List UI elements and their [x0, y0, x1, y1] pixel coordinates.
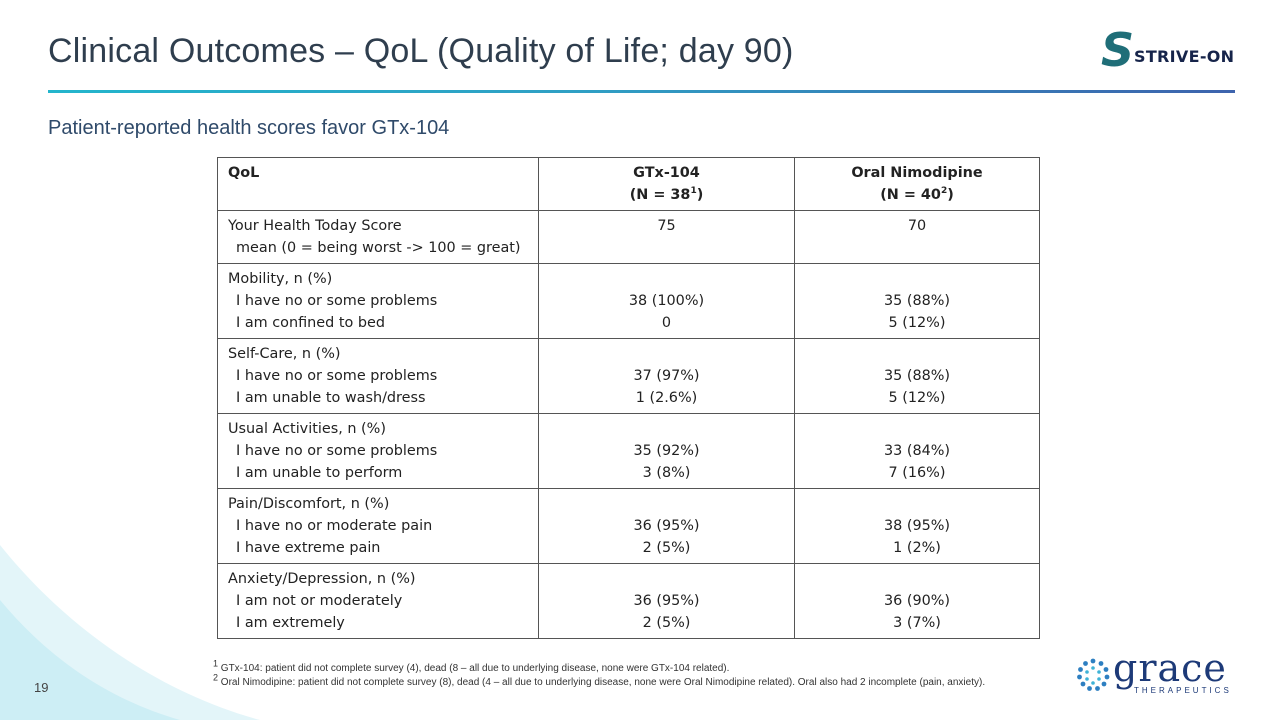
- row-label-cell: Pain/Discomfort, n (%) I have no or mode…: [217, 488, 539, 564]
- row-label-cell: Anxiety/Depression, n (%) I am not or mo…: [217, 563, 539, 639]
- strive-on-logo: S STRIVE-ON: [1101, 23, 1243, 77]
- title-divider: [48, 90, 1235, 93]
- row-label-cell: Self-Care, n (%) I have no or some probl…: [217, 338, 539, 414]
- header-qol: QoL: [217, 157, 539, 211]
- oral-value-cell: 70: [794, 210, 1040, 264]
- gtx-value-cell: 36 (95%) 2 (5%): [538, 488, 795, 564]
- table-row: Self-Care, n (%) I have no or some probl…: [217, 338, 1040, 414]
- oral-value-cell: 35 (88%) 5 (12%): [794, 263, 1040, 339]
- qol-table: QoL GTx-104 (N = 381) Oral Nimodipine (N…: [217, 157, 1040, 639]
- footnote-1: 1 GTx-104: patient did not complete surv…: [213, 658, 730, 674]
- grace-therapeutics-logo: grace THERAPEUTICS: [1075, 646, 1245, 698]
- footnote-2: 2 Oral Nimodipine: patient did not compl…: [213, 672, 986, 688]
- footnotes: 1 GTx-104: patient did not complete surv…: [213, 658, 1073, 690]
- table-header-row: QoL GTx-104 (N = 381) Oral Nimodipine (N…: [217, 157, 1040, 211]
- grace-sunburst-icon: [1077, 658, 1110, 691]
- gtx-value-cell: 35 (92%) 3 (8%): [538, 413, 795, 489]
- header-gtx104: GTx-104 (N = 381): [538, 157, 795, 211]
- table-row: Usual Activities, n (%) I have no or som…: [217, 413, 1040, 489]
- oral-value-cell: 33 (84%) 7 (16%): [794, 413, 1040, 489]
- oral-value-cell: 38 (95%) 1 (2%): [794, 488, 1040, 564]
- header-oral-nimodipine: Oral Nimodipine (N = 402): [794, 157, 1040, 211]
- page-subtitle: Patient-reported health scores favor GTx…: [48, 117, 450, 139]
- table-row: Your Health Today Score mean (0 = being …: [217, 210, 1040, 264]
- gtx-value-cell: 36 (95%) 2 (5%): [538, 563, 795, 639]
- strive-s-icon: S: [1101, 23, 1135, 77]
- row-label-cell: Your Health Today Score mean (0 = being …: [217, 210, 539, 264]
- grace-tagline: THERAPEUTICS: [1134, 686, 1232, 695]
- table-row: Anxiety/Depression, n (%) I am not or mo…: [217, 563, 1040, 639]
- page-number: 19: [34, 680, 49, 695]
- grace-wordmark: grace: [1113, 646, 1227, 690]
- gtx-value-cell: 37 (97%) 1 (2.6%): [538, 338, 795, 414]
- row-label-cell: Mobility, n (%) I have no or some proble…: [217, 263, 539, 339]
- strive-on-wordmark: STRIVE-ON: [1134, 47, 1235, 66]
- oral-value-cell: 36 (90%) 3 (7%): [794, 563, 1040, 639]
- gtx-value-cell: 38 (100%) 0: [538, 263, 795, 339]
- table-row: Mobility, n (%) I have no or some proble…: [217, 263, 1040, 339]
- gtx-value-cell: 75: [538, 210, 795, 264]
- table-row: Pain/Discomfort, n (%) I have no or mode…: [217, 488, 1040, 564]
- oral-value-cell: 35 (88%) 5 (12%): [794, 338, 1040, 414]
- page-title: Clinical Outcomes – QoL (Quality of Life…: [48, 32, 794, 70]
- row-label-cell: Usual Activities, n (%) I have no or som…: [217, 413, 539, 489]
